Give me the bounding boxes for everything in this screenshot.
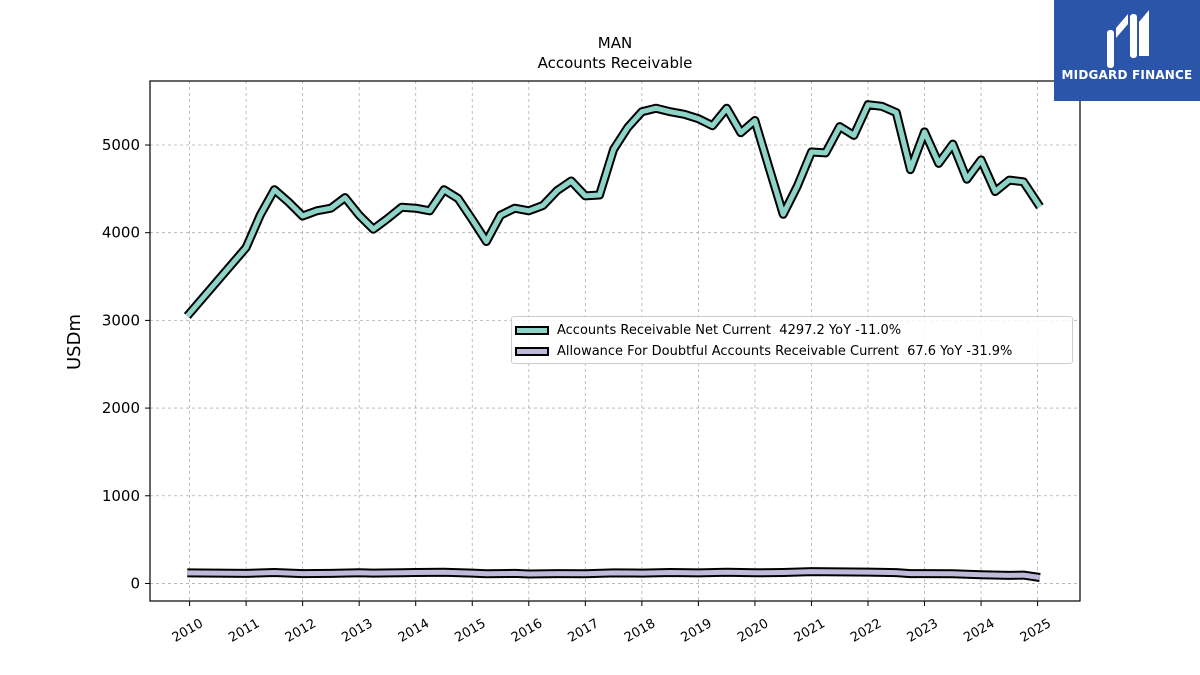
y-tick-label: 4000 <box>102 224 140 242</box>
brand-logo: MIDGARD FINANCE <box>1054 0 1200 101</box>
x-tick-label: 2018 <box>622 616 658 646</box>
x-tick-label: 2015 <box>452 616 488 646</box>
x-tick-label: 2020 <box>735 616 771 646</box>
legend-label-allowance: Allowance For Doubtful Accounts Receivab… <box>557 343 1013 359</box>
y-tick-label: 5000 <box>102 136 140 154</box>
x-tick-label: 2010 <box>170 616 206 646</box>
midgard-logo-icon <box>1107 10 1149 68</box>
x-tick-label: 2012 <box>283 616 319 646</box>
legend-item-accounts-receivable: Accounts Receivable Net Current 4297.2 Y… <box>512 320 901 340</box>
legend-swatch-accounts-receivable <box>515 325 549 335</box>
chart-title: MAN <box>598 34 632 52</box>
y-tick-label: 3000 <box>102 311 140 329</box>
x-tick-label: 2017 <box>565 616 601 646</box>
plot-area-frame <box>149 80 1081 602</box>
y-axis-label: USDm <box>64 314 85 370</box>
x-tick-label: 2023 <box>905 616 941 646</box>
y-tick-label: 0 <box>130 574 140 592</box>
x-tick-label: 2013 <box>339 616 375 646</box>
x-tick-label: 2022 <box>848 616 884 646</box>
series-layer <box>183 100 1044 582</box>
legend-item-allowance: Allowance For Doubtful Accounts Receivab… <box>512 341 1012 361</box>
x-tick-label: 2019 <box>679 616 715 646</box>
y-tick-label: 1000 <box>102 487 140 505</box>
x-tick-label: 2021 <box>792 616 828 646</box>
brand-name: MIDGARD FINANCE <box>1061 68 1193 82</box>
legend-swatch-allowance <box>515 346 549 356</box>
series-2 <box>187 567 1041 582</box>
chart-subtitle: Accounts Receivable <box>538 54 693 72</box>
x-tick-label: 2025 <box>1018 616 1054 646</box>
series-line <box>187 569 1041 580</box>
y-tick-label: 2000 <box>102 399 140 417</box>
x-tick-label: 2024 <box>961 616 997 646</box>
x-tick-label: 2011 <box>226 616 262 646</box>
x-tick-label: 2016 <box>509 616 545 646</box>
series-1 <box>183 100 1044 319</box>
series-line <box>185 102 1042 318</box>
x-tick-label: 2014 <box>396 616 432 646</box>
legend: Accounts Receivable Net Current 4297.2 Y… <box>511 316 1073 364</box>
legend-label-accounts-receivable: Accounts Receivable Net Current 4297.2 Y… <box>557 322 902 338</box>
